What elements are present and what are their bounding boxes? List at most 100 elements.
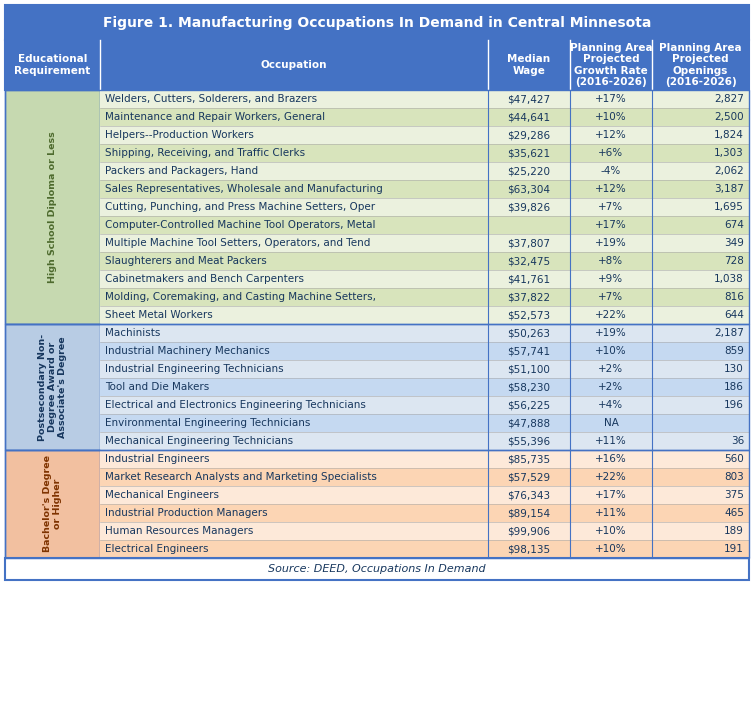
Bar: [100, 414, 488, 432]
Bar: [488, 486, 570, 504]
Text: 189: 189: [724, 526, 744, 536]
Bar: [488, 234, 570, 252]
Text: $76,343: $76,343: [507, 490, 550, 500]
Text: $57,529: $57,529: [507, 472, 550, 482]
Text: Maintenance and Repair Workers, General: Maintenance and Repair Workers, General: [105, 112, 325, 122]
Text: Planning Area
Projected
Growth Rate
(2016-2026): Planning Area Projected Growth Rate (201…: [570, 43, 652, 87]
Bar: [100, 252, 488, 270]
Text: Welders, Cutters, Solderers, and Brazers: Welders, Cutters, Solderers, and Brazers: [105, 94, 317, 104]
Bar: [100, 162, 488, 180]
Bar: [570, 108, 652, 126]
Text: Sales Representatives, Wholesale and Manufacturing: Sales Representatives, Wholesale and Man…: [105, 184, 383, 194]
Bar: [100, 360, 488, 378]
Bar: [488, 216, 570, 234]
Text: +10%: +10%: [595, 112, 627, 122]
Text: Cabinetmakers and Bench Carpenters: Cabinetmakers and Bench Carpenters: [105, 274, 304, 284]
Bar: [570, 288, 652, 306]
Text: Industrial Machinery Mechanics: Industrial Machinery Mechanics: [105, 346, 270, 356]
Bar: [570, 378, 652, 396]
Text: Source: DEED, Occupations In Demand: Source: DEED, Occupations In Demand: [268, 564, 486, 574]
Bar: [570, 486, 652, 504]
Text: Human Resources Managers: Human Resources Managers: [105, 526, 253, 536]
Text: 1,824: 1,824: [714, 130, 744, 140]
Bar: [488, 162, 570, 180]
Text: 1,303: 1,303: [714, 148, 744, 158]
Text: 1,695: 1,695: [714, 202, 744, 212]
Text: Industrial Production Managers: Industrial Production Managers: [105, 508, 268, 518]
Text: $58,230: $58,230: [507, 382, 550, 392]
Bar: [570, 234, 652, 252]
Bar: [652, 360, 749, 378]
Bar: [488, 342, 570, 360]
Text: Packers and Packagers, Hand: Packers and Packagers, Hand: [105, 166, 258, 176]
Bar: [652, 396, 749, 414]
Text: +10%: +10%: [595, 346, 627, 356]
Text: Electrical Engineers: Electrical Engineers: [105, 544, 209, 554]
Bar: [570, 360, 652, 378]
Bar: [652, 306, 749, 324]
Text: $37,807: $37,807: [507, 238, 550, 248]
Bar: [570, 540, 652, 558]
Text: 803: 803: [725, 472, 744, 482]
Text: $89,154: $89,154: [507, 508, 550, 518]
Text: $56,225: $56,225: [507, 400, 550, 410]
Text: +19%: +19%: [595, 328, 627, 338]
Text: 859: 859: [724, 346, 744, 356]
Bar: [570, 270, 652, 288]
Text: $25,220: $25,220: [507, 166, 550, 176]
Bar: [570, 414, 652, 432]
Text: +19%: +19%: [595, 238, 627, 248]
Text: +17%: +17%: [595, 94, 627, 104]
Text: Median
Wage: Median Wage: [507, 54, 550, 76]
Text: $47,427: $47,427: [507, 94, 550, 104]
Bar: [100, 108, 488, 126]
Bar: [652, 486, 749, 504]
Text: Helpers--Production Workers: Helpers--Production Workers: [105, 130, 254, 140]
Bar: [570, 342, 652, 360]
Bar: [5, 324, 749, 450]
Bar: [652, 144, 749, 162]
Bar: [652, 90, 749, 108]
Bar: [652, 216, 749, 234]
Text: Mechanical Engineers: Mechanical Engineers: [105, 490, 219, 500]
Text: $57,741: $57,741: [507, 346, 550, 356]
Text: 644: 644: [724, 310, 744, 320]
Bar: [5, 40, 749, 90]
Text: $52,573: $52,573: [507, 310, 550, 320]
Bar: [488, 270, 570, 288]
Text: +6%: +6%: [599, 148, 624, 158]
Bar: [652, 432, 749, 450]
Text: 728: 728: [724, 256, 744, 266]
Text: Cutting, Punching, and Press Machine Setters, Oper: Cutting, Punching, and Press Machine Set…: [105, 202, 375, 212]
Text: 196: 196: [724, 400, 744, 410]
Text: $63,304: $63,304: [507, 184, 550, 194]
Text: 3,187: 3,187: [714, 184, 744, 194]
Bar: [100, 540, 488, 558]
Bar: [652, 468, 749, 486]
Bar: [570, 126, 652, 144]
Bar: [100, 270, 488, 288]
Text: $47,888: $47,888: [507, 418, 550, 428]
Text: +7%: +7%: [599, 292, 624, 302]
Text: Mechanical Engineering Technicians: Mechanical Engineering Technicians: [105, 436, 293, 446]
Bar: [100, 504, 488, 522]
Text: Postsecondary Non-
Degree Award or
Associate's Degree: Postsecondary Non- Degree Award or Assoc…: [38, 333, 67, 440]
Text: Educational
Requirement: Educational Requirement: [14, 54, 90, 76]
Text: 186: 186: [724, 382, 744, 392]
Text: 349: 349: [724, 238, 744, 248]
Text: 2,062: 2,062: [714, 166, 744, 176]
Text: 1,038: 1,038: [714, 274, 744, 284]
Bar: [652, 270, 749, 288]
Bar: [570, 522, 652, 540]
Text: Computer-Controlled Machine Tool Operators, Metal: Computer-Controlled Machine Tool Operato…: [105, 220, 375, 230]
Text: $35,621: $35,621: [507, 148, 550, 158]
Bar: [652, 504, 749, 522]
Text: +17%: +17%: [595, 220, 627, 230]
Text: Bachelor's Degree
or Higher: Bachelor's Degree or Higher: [43, 455, 62, 552]
Bar: [570, 324, 652, 342]
Bar: [570, 396, 652, 414]
Bar: [100, 450, 488, 468]
Text: Electrical and Electronics Engineering Technicians: Electrical and Electronics Engineering T…: [105, 400, 366, 410]
Text: $50,263: $50,263: [507, 328, 550, 338]
Bar: [570, 450, 652, 468]
